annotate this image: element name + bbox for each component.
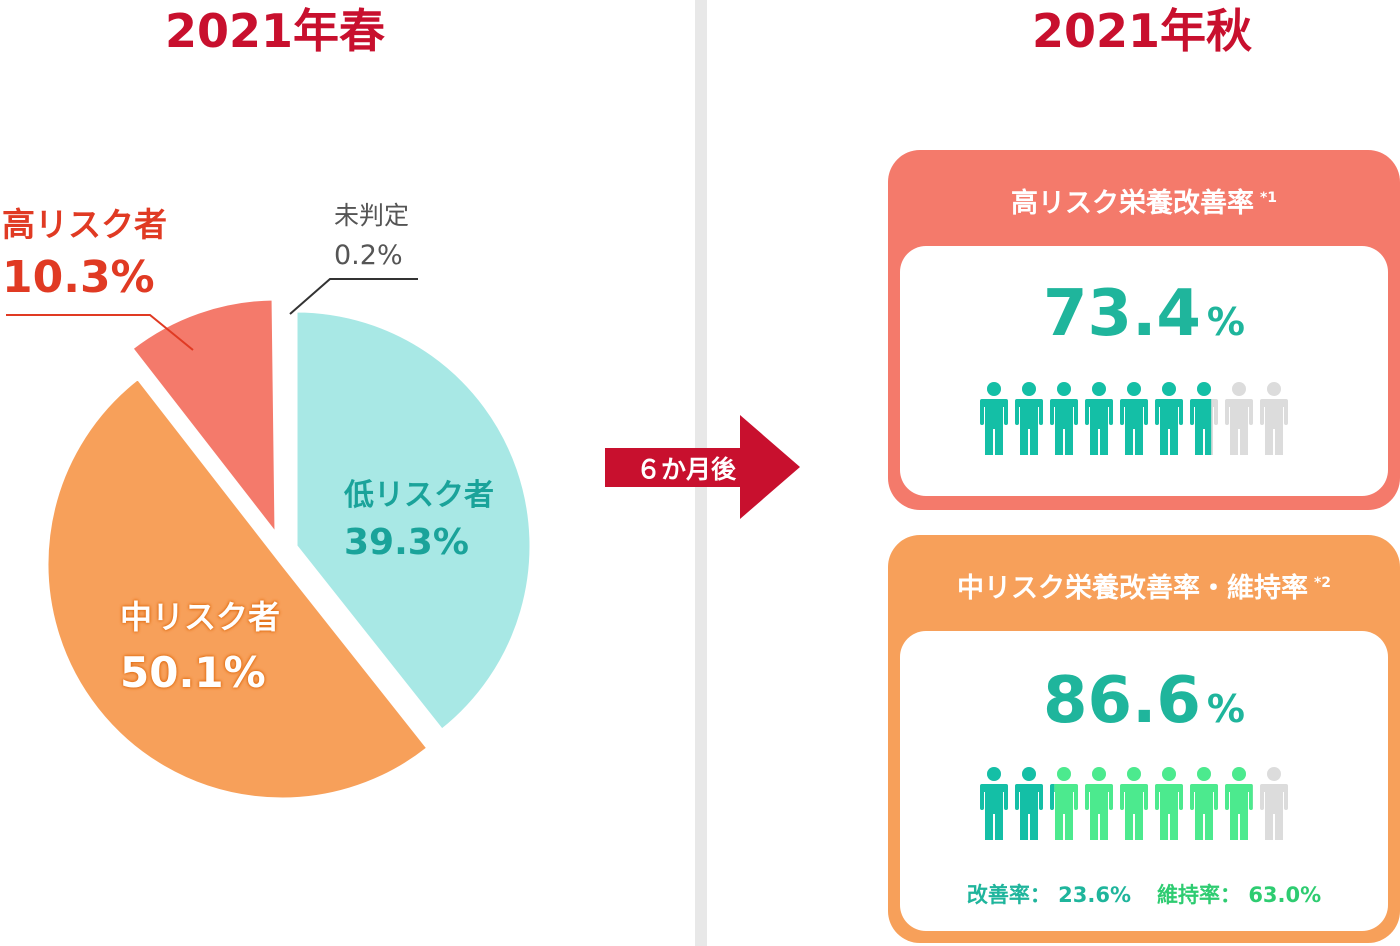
slice-name-high: 高リスク者 [2,205,167,244]
pie-slice-mid [45,376,431,801]
autumn-title: 2021年秋 [1031,4,1253,58]
high-risk-rate: 73.4% [900,274,1388,362]
maintain-rate-label: 維持率： [1157,883,1241,907]
maintain-rate: 維持率： 63.0% [1157,883,1321,907]
high-risk-person-icon-improved [1190,382,1212,455]
slice-value-low: 39.3% [344,522,469,563]
high-risk-card: 高リスク栄養改善率 *1 73.4% [888,150,1400,510]
mid-risk-rate-unit: % [1206,687,1245,731]
mid-risk-people-icons [980,767,1288,840]
mid-risk-person-icon-empty [1260,767,1288,840]
mid-risk-person-icon-maintained [1120,767,1148,840]
pie-slice-low [294,309,533,733]
high-risk-rate-unit: % [1206,300,1245,344]
slice-value-mid: 50.1% [120,648,266,697]
pie-label-mid: 中リスク者 50.1% [120,592,280,697]
high-risk-person-icon-improved [980,382,1008,455]
mid-risk-person-icon-improved [980,767,1008,840]
high-risk-card-body: 73.4% [900,246,1388,496]
mid-risk-person-icon-maintained [1054,767,1078,840]
leader-line-undetermined [289,278,418,315]
leader-line-high [6,314,194,351]
improve-rate: 改善率： 23.6% [967,883,1131,907]
six-months-arrow-icon [605,415,800,519]
mid-risk-person-icon-maintained [1225,767,1253,840]
mid-risk-card-title: 中リスク栄養改善率・維持率 *2 [888,535,1400,637]
mid-risk-card: 中リスク栄養改善率・維持率 *2 86.6% 改善率： 23.6% 維持率： 63.… [888,535,1400,943]
high-risk-note: *1 [1259,190,1278,206]
high-risk-person-icon-improved [1155,382,1183,455]
improve-rate-label: 改善率： [966,883,1051,907]
high-risk-people-icons [980,382,1288,455]
high-risk-person-icon-improved [1085,382,1113,455]
mid-risk-person-icon-maintained [1085,767,1113,840]
mid-risk-note: *2 [1313,575,1332,591]
mid-risk-rate-value: 86.6 [1043,664,1201,738]
slice-name-low: 低リスク者 [344,478,494,513]
high-risk-person-icon-improved [1050,382,1078,455]
high-risk-person-icon-improved [1015,382,1043,455]
mid-risk-breakdown: 改善率： 23.6% 維持率： 63.0% [900,879,1388,909]
mid-risk-card-body: 86.6% 改善率： 23.6% 維持率： 63.0% [900,631,1388,931]
mid-risk-card-title-text: 中リスク栄養改善率・維持率 [956,573,1308,604]
pie-label-high: 高リスク者 10.3% [2,198,167,303]
high-risk-person-icon-improved [1120,382,1148,455]
arrow-label: ６か月後 [635,455,736,484]
pie-label-undetermined: 未判定 0.2% [334,196,409,271]
spring-title: 2021年春 [164,4,386,58]
high-risk-card-title-text: 高リスク栄養改善率 [1010,188,1254,219]
high-risk-person-icon-empty [1260,382,1288,455]
high-risk-card-title: 高リスク栄養改善率 *1 [888,150,1400,252]
pie-label-low: 低リスク者 39.3% [344,470,494,563]
mid-risk-person-icon-maintained [1155,767,1183,840]
risk-pie-chart [6,278,533,801]
high-risk-person-icon-empty [1225,382,1253,455]
improve-rate-value: 23.6% [1058,883,1131,907]
pie-slice-high [129,297,278,539]
maintain-rate-value: 63.0% [1248,883,1322,907]
mid-risk-rate: 86.6% [900,661,1388,749]
high-risk-rate-value: 73.4 [1043,277,1201,351]
slice-value-undetermined: 0.2% [334,240,403,271]
slice-name-mid: 中リスク者 [120,598,281,636]
mid-risk-person-icon-improved [1015,767,1043,840]
mid-risk-person-icon-maintained [1190,767,1218,840]
slice-value-high: 10.3% [2,252,155,303]
mid-risk-person-icon-improved [1050,784,1055,810]
pie-slice-undetermined [283,297,290,535]
slice-name-undetermined: 未判定 [334,201,410,230]
